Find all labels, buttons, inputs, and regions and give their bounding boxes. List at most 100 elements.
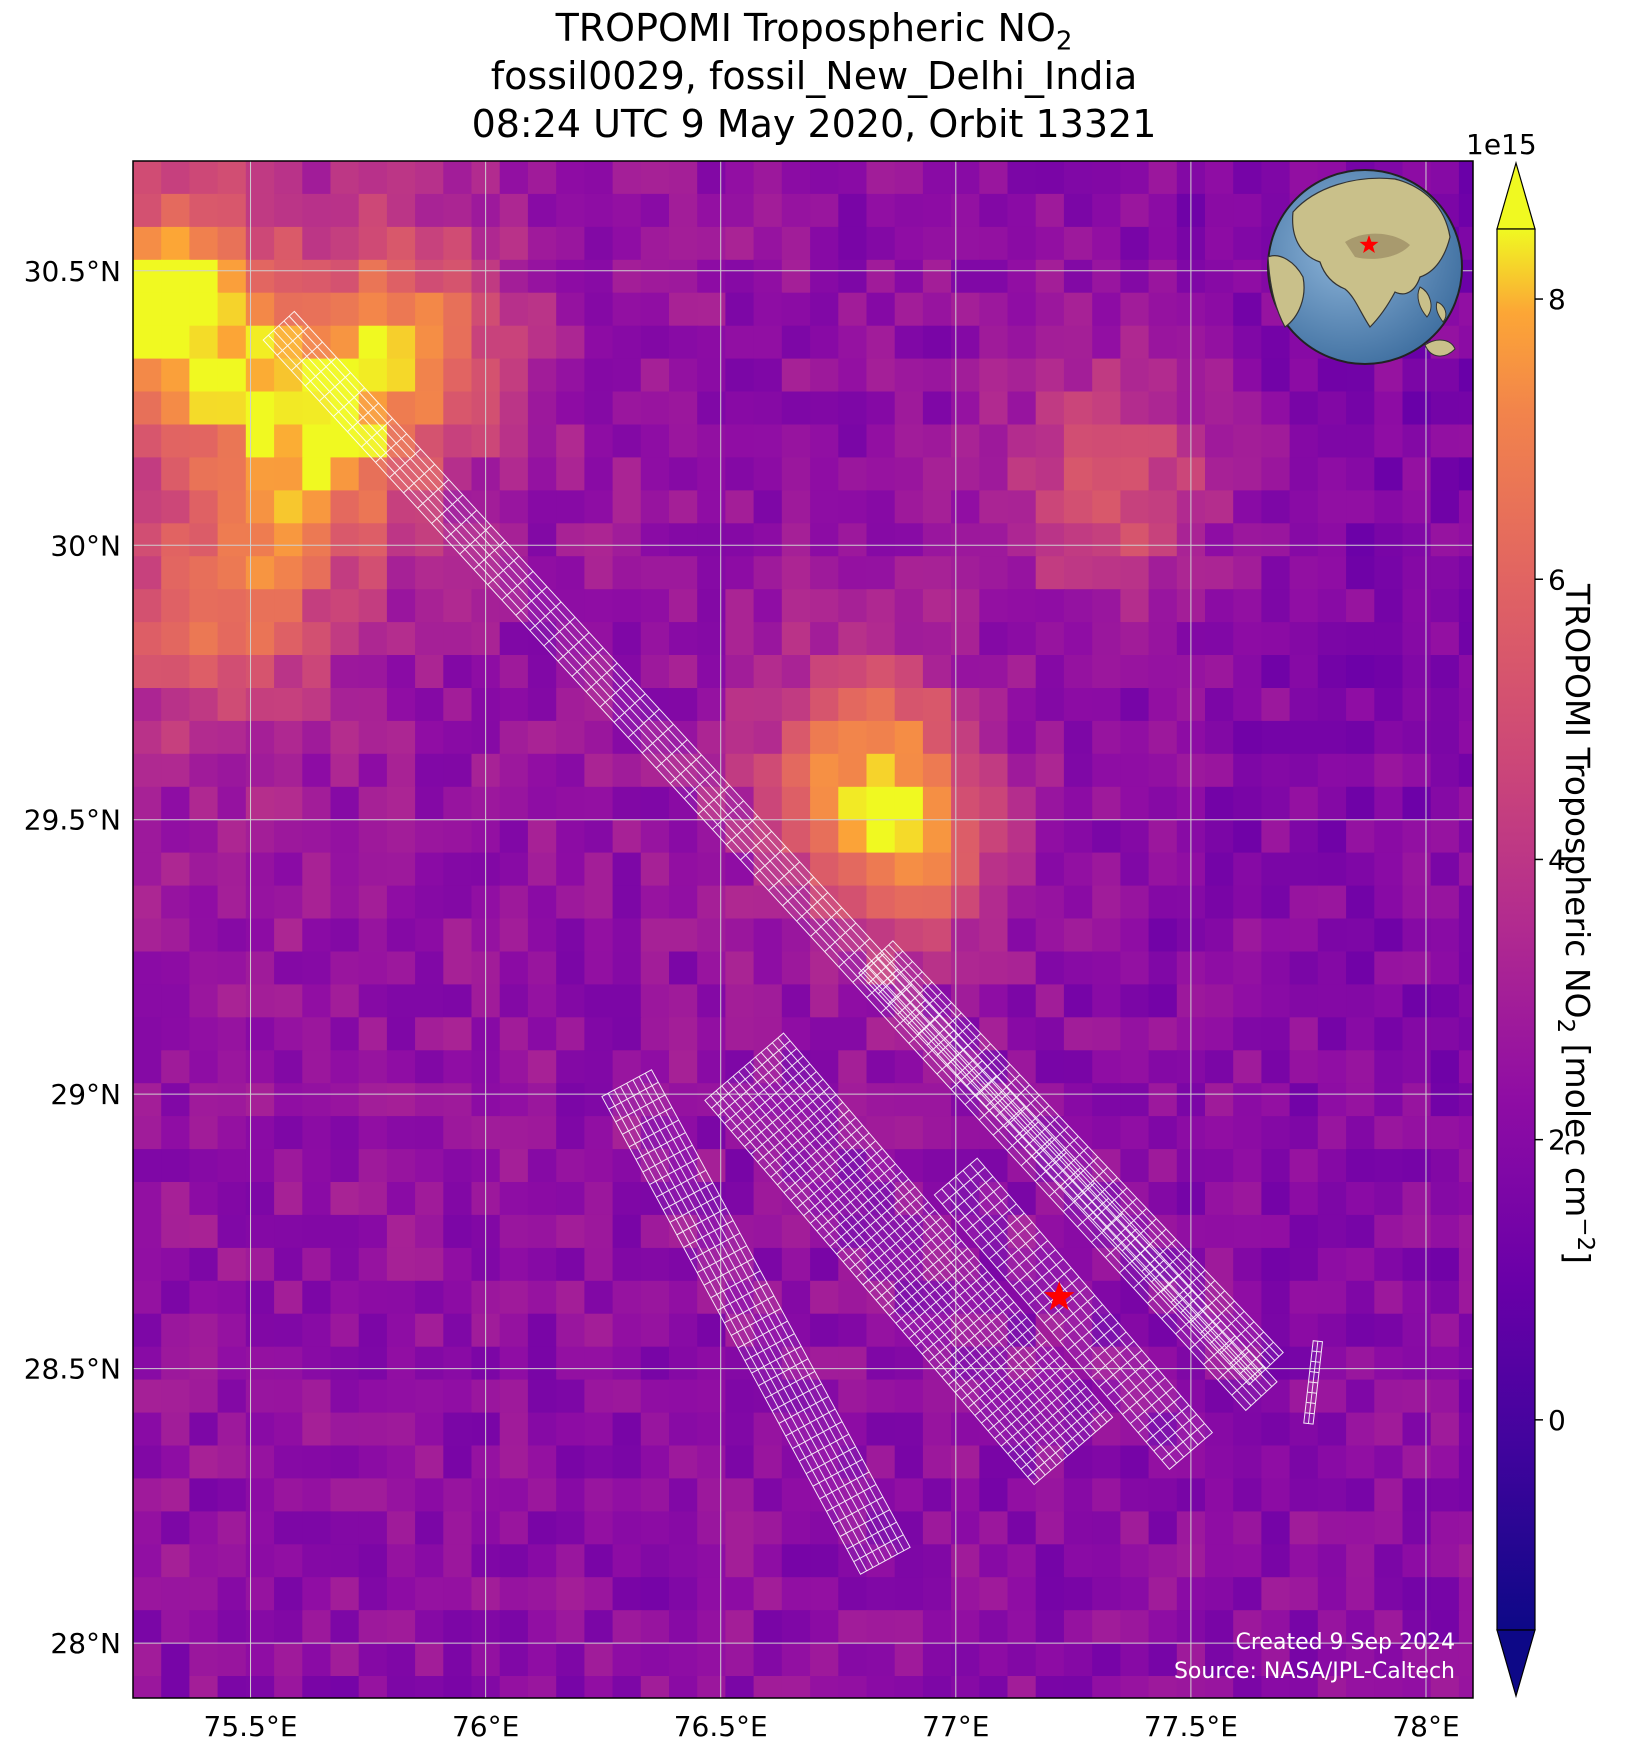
- no2-pixel: [894, 753, 924, 788]
- no2-pixel: [1092, 325, 1122, 360]
- no2-pixel: [499, 720, 529, 755]
- no2-pixel: [1148, 1050, 1178, 1085]
- no2-pixel: [838, 885, 868, 920]
- no2-pixel: [1430, 688, 1460, 722]
- no2-pixel: [1035, 753, 1065, 788]
- no2-pixel: [302, 622, 332, 656]
- no2-pixel: [1035, 1083, 1065, 1118]
- no2-pixel: [274, 1643, 304, 1677]
- no2-pixel: [1317, 589, 1347, 624]
- no2-pixel: [725, 556, 755, 591]
- no2-pixel: [922, 918, 953, 953]
- no2-pixel: [499, 1313, 529, 1348]
- no2-pixel: [1233, 523, 1263, 558]
- no2-pixel: [1035, 655, 1065, 689]
- no2-pixel: [302, 1478, 332, 1513]
- no2-pixel: [1374, 885, 1404, 920]
- no2-pixel: [640, 358, 670, 393]
- no2-pixel: [1120, 622, 1150, 656]
- no2-pixel: [866, 193, 896, 228]
- no2-pixel: [1346, 1445, 1376, 1480]
- no2-pixel: [894, 490, 924, 525]
- no2-pixel: [753, 1214, 783, 1249]
- no2-pixel: [556, 424, 586, 459]
- no2-pixel: [386, 1313, 417, 1348]
- no2-pixel: [725, 984, 755, 1019]
- no2-pixel: [386, 918, 417, 953]
- no2-pixel: [302, 655, 332, 689]
- no2-pixel: [161, 1280, 191, 1315]
- no2-pixel: [1205, 918, 1235, 953]
- no2-pixel: [979, 589, 1009, 624]
- no2-pixel: [189, 1083, 219, 1118]
- no2-pixel: [556, 391, 586, 426]
- no2-pixel: [330, 1182, 360, 1216]
- lon-tick-label: 78°E: [1392, 1710, 1459, 1743]
- no2-pixel: [358, 1676, 388, 1698]
- no2-pixel: [781, 523, 811, 558]
- no2-pixel: [499, 984, 529, 1019]
- no2-pixel: [725, 655, 755, 689]
- no2-pixel: [1289, 457, 1319, 492]
- no2-pixel: [640, 885, 670, 920]
- no2-pixel: [358, 1017, 388, 1052]
- no2-pixel: [1035, 720, 1065, 755]
- no2-pixel: [894, 523, 924, 558]
- no2-pixel: [1120, 819, 1150, 854]
- no2-pixel: [1430, 885, 1460, 920]
- no2-pixel: [302, 1280, 332, 1315]
- no2-pixel: [1346, 688, 1376, 722]
- no2-pixel: [922, 1247, 953, 1282]
- no2-pixel: [669, 226, 699, 261]
- no2-pixel: [1148, 688, 1178, 722]
- no2-pixel: [1092, 984, 1122, 1019]
- no2-pixel: [1205, 292, 1235, 327]
- oco-footprint-cell-edge: [1307, 1341, 1319, 1424]
- lon-tick-label: 76°E: [452, 1710, 519, 1743]
- no2-pixel: [415, 622, 445, 656]
- no2-pixel: [697, 1511, 727, 1546]
- no2-pixel: [1233, 358, 1263, 393]
- no2-pixel: [1346, 556, 1376, 591]
- no2-pixel: [584, 1445, 614, 1480]
- no2-pixel: [1007, 918, 1037, 953]
- no2-pixel: [161, 984, 191, 1019]
- no2-pixel: [1430, 1412, 1460, 1447]
- no2-pixel: [1063, 1083, 1094, 1118]
- no2-pixel: [189, 556, 219, 591]
- no2-pixel: [527, 1412, 558, 1447]
- no2-pixel: [189, 688, 219, 722]
- no2-pixel: [274, 523, 304, 558]
- colorbar-label-superscript: −2: [1571, 1217, 1598, 1252]
- no2-pixel: [330, 1083, 360, 1118]
- no2-pixel: [189, 1610, 219, 1645]
- no2-pixel: [415, 1379, 445, 1414]
- no2-pixel: [443, 424, 473, 459]
- no2-pixel: [330, 885, 360, 920]
- no2-pixel: [1035, 1478, 1065, 1513]
- no2-pixel: [1092, 1577, 1122, 1612]
- no2-pixel: [1176, 753, 1206, 788]
- no2-pixel: [979, 1116, 1009, 1150]
- oco-footprint-cell-edge: [871, 960, 1263, 1374]
- map-frame: [132, 160, 1474, 1699]
- no2-pixel: [302, 1149, 332, 1183]
- colorbar-tick-label: 2: [1548, 1124, 1566, 1157]
- lat-tick-label: 30.5°N: [24, 255, 121, 288]
- no2-pixel: [1459, 1709, 1488, 1743]
- no2-pixel: [161, 1511, 191, 1546]
- no2-pixel: [1148, 819, 1178, 854]
- no2-pixel: [979, 720, 1009, 755]
- no2-pixel: [1120, 852, 1150, 887]
- no2-pixel: [838, 193, 868, 228]
- no2-pixel: [556, 523, 586, 558]
- no2-pixel: [358, 1280, 388, 1315]
- no2-pixel: [499, 259, 529, 294]
- no2-pixel: [217, 193, 247, 228]
- no2-pixel: [1261, 786, 1291, 821]
- no2-pixel: [386, 292, 417, 327]
- no2-pixel: [556, 193, 586, 228]
- no2-pixel: [1458, 1280, 1473, 1315]
- no2-pixel: [725, 490, 755, 525]
- no2-pixel: [979, 391, 1009, 426]
